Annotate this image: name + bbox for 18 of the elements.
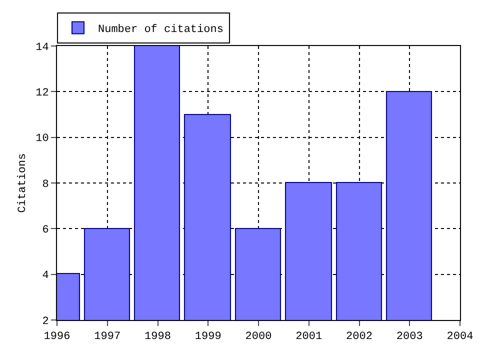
legend-label: Number of citations [98,24,224,36]
y-tick-label: 2 [42,316,49,328]
y-tick-label: 12 [36,88,49,100]
y-tick-label: 6 [42,224,49,237]
x-tick-label: 1999 [194,331,222,344]
x-tick-label: 2003 [396,331,423,344]
y-tick-label: 10 [36,133,49,146]
x-tick-label: 1996 [44,331,70,344]
x-tick-label: 2002 [346,331,372,344]
x-tick-label: 1997 [94,331,121,344]
x-tick-label: 2000 [245,331,272,344]
x-tick-label: 1998 [144,331,171,344]
x-tick-label: 2004 [446,331,474,344]
y-tick-label: 4 [42,270,50,282]
y-tick-label: 8 [42,178,49,191]
y-axis-title: Citations [17,153,29,213]
x-tick-label: 2001 [296,331,322,344]
y-tick-label: 14 [36,42,50,54]
